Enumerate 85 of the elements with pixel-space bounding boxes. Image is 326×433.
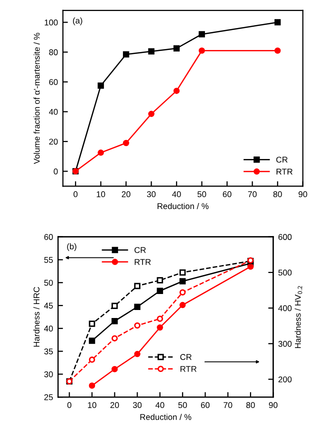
y-tick-label: 45 bbox=[44, 302, 53, 309]
x-tick-label: 70 bbox=[248, 191, 257, 198]
point bbox=[88, 338, 96, 344]
point bbox=[98, 150, 104, 156]
point bbox=[112, 366, 118, 372]
x-tick-label: 40 bbox=[172, 191, 181, 198]
point bbox=[134, 304, 140, 310]
x-tick-label: 0 bbox=[67, 402, 72, 408]
legend-label: RTR bbox=[180, 366, 196, 372]
point bbox=[98, 82, 104, 89]
point bbox=[112, 318, 118, 324]
x-tick-label: 40 bbox=[156, 402, 164, 408]
x-tick-label: 10 bbox=[96, 191, 106, 198]
y2-tick-label: 600 bbox=[278, 234, 292, 240]
legend-label: RTR bbox=[276, 168, 292, 174]
x-tick-label: 0 bbox=[74, 191, 78, 198]
x-tick-label: 20 bbox=[122, 191, 130, 198]
legend-label: CR bbox=[134, 247, 146, 253]
point bbox=[112, 302, 118, 310]
point bbox=[112, 335, 118, 342]
y-tick-label: 55 bbox=[44, 257, 53, 263]
point bbox=[173, 88, 180, 94]
point bbox=[179, 278, 186, 284]
y-tick-label: 60 bbox=[49, 79, 58, 86]
y2-tick-label: 200 bbox=[278, 376, 292, 382]
point bbox=[198, 47, 205, 54]
y-tick-label: 60 bbox=[44, 234, 53, 240]
x-tick-label: 30 bbox=[147, 191, 156, 198]
legend-label: CR bbox=[276, 156, 288, 163]
y-tick-label: 35 bbox=[44, 348, 53, 354]
y2-tick-label: 300 bbox=[278, 340, 292, 347]
y2-tick-label: 500 bbox=[278, 270, 292, 276]
y-tick-label: 50 bbox=[44, 280, 53, 286]
legend-label: CR bbox=[180, 354, 192, 360]
y-axis-title: Volume fraction of α'-martensite / % bbox=[34, 32, 40, 164]
point bbox=[148, 48, 154, 54]
x-tick-label: 10 bbox=[88, 402, 96, 408]
annotation: (a) bbox=[73, 17, 82, 26]
point bbox=[274, 47, 281, 54]
x-tick-label: 60 bbox=[201, 402, 210, 408]
x-tick-label: 90 bbox=[298, 191, 308, 198]
y-tick-label: 40 bbox=[48, 108, 58, 115]
point bbox=[179, 269, 186, 276]
x-tick-label: 80 bbox=[273, 191, 282, 198]
y-tick-label: 100 bbox=[44, 20, 58, 26]
annotation: (b) bbox=[67, 243, 76, 252]
point bbox=[122, 140, 130, 146]
point bbox=[156, 277, 164, 284]
y-axis-title: Hardness / HRC bbox=[33, 286, 40, 347]
point bbox=[88, 320, 96, 327]
point bbox=[173, 45, 180, 52]
y-tick-label: 40 bbox=[44, 326, 53, 332]
point bbox=[156, 288, 164, 294]
x-tick-label: 80 bbox=[246, 402, 255, 408]
point bbox=[148, 110, 154, 118]
x-tick-label: 50 bbox=[178, 402, 187, 408]
point bbox=[134, 322, 140, 329]
y2-axis-title: Hardness / HV$_{0.2}$ bbox=[294, 286, 302, 348]
y-tick-label: 25 bbox=[44, 394, 53, 400]
y-tick-label: 0 bbox=[54, 168, 58, 174]
x-tick-label: 30 bbox=[132, 402, 142, 408]
point bbox=[134, 350, 140, 358]
x-axis-title: Reduction / % bbox=[158, 202, 209, 210]
point bbox=[198, 31, 205, 38]
point bbox=[179, 289, 186, 296]
legend-label: RTR bbox=[134, 259, 151, 265]
point bbox=[88, 382, 96, 389]
y-tick-label: 20 bbox=[49, 138, 58, 145]
x-tick-label: 70 bbox=[224, 402, 232, 408]
point bbox=[122, 51, 130, 58]
point bbox=[156, 316, 164, 322]
point bbox=[156, 324, 164, 331]
x-tick-label: 20 bbox=[110, 402, 119, 408]
x-tick-label: 60 bbox=[222, 191, 232, 198]
y2-tick-label: 400 bbox=[278, 305, 292, 312]
x-axis-title: Reduction / % bbox=[140, 414, 192, 420]
point bbox=[134, 282, 140, 290]
point bbox=[179, 302, 186, 308]
point bbox=[247, 263, 254, 270]
point bbox=[274, 19, 281, 26]
x-tick-label: 50 bbox=[198, 191, 206, 198]
y-tick-label: 80 bbox=[49, 49, 58, 56]
y-tick-label: 30 bbox=[44, 371, 53, 378]
point bbox=[88, 356, 96, 363]
x-tick-label: 90 bbox=[268, 402, 278, 408]
